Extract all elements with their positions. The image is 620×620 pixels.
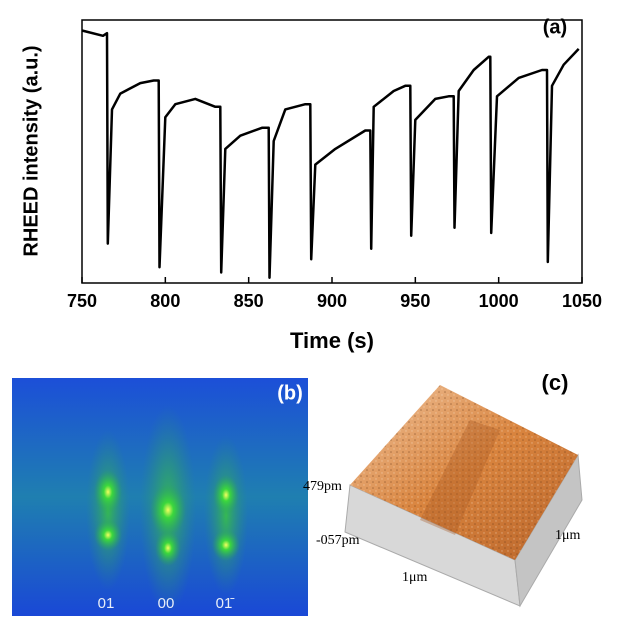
- x-tick-label: 750: [67, 291, 97, 311]
- spot: [213, 475, 239, 515]
- x-tick-label: 900: [317, 291, 347, 311]
- panel-label: (c): [542, 370, 569, 395]
- panel-b: (b) 01 00 01̄: [12, 378, 308, 616]
- spot-label: 01: [98, 595, 115, 612]
- spot-label: 00: [158, 595, 175, 612]
- spot: [212, 529, 240, 561]
- panel-label: (a): [543, 16, 567, 38]
- size-label: 1μm: [402, 570, 428, 585]
- panel-c: (c) 479pm -057pm 1μm 1μm: [303, 370, 583, 608]
- y-axis-label: RHEED intensity (a.u.): [20, 45, 42, 256]
- spot: [150, 484, 186, 536]
- x-tick-label: 1000: [479, 291, 519, 311]
- surface-texture: [350, 385, 578, 560]
- spot-label: 01̄: [216, 595, 235, 612]
- spot: [155, 530, 181, 566]
- size-label: 1μm: [555, 528, 581, 543]
- x-tick-label: 1050: [562, 291, 602, 311]
- x-tick-label: 950: [400, 291, 430, 311]
- spot: [94, 519, 122, 551]
- x-tick-label: 850: [234, 291, 264, 311]
- spot: [94, 470, 122, 514]
- panel-a: (a) Time (s) RHEED intensity (a.u.) 750 8…: [20, 16, 602, 353]
- surface-ridge: [420, 420, 500, 535]
- z-label: -057pm: [316, 533, 360, 548]
- x-axis-label: Time (s): [290, 328, 374, 353]
- intensity-line: [81, 29, 580, 279]
- z-label: 479pm: [303, 479, 342, 494]
- x-tick-label: 800: [150, 291, 180, 311]
- panel-label: (b): [277, 382, 303, 404]
